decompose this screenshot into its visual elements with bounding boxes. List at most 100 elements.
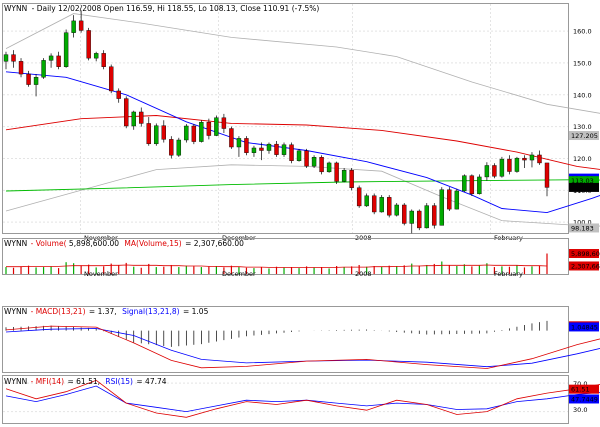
- volume-header-label: - Volume(: [31, 239, 67, 248]
- rsi-tick-70: 70.0: [573, 380, 587, 388]
- ma-fast-line: [5, 71, 600, 214]
- volume-last-label-bg: [569, 249, 599, 259]
- price-tick-label: 160.0: [573, 28, 592, 36]
- price-last-label-bg: [569, 182, 599, 192]
- candle-body: [484, 165, 490, 178]
- price-tick-label: 140.0: [573, 91, 592, 99]
- volume-last-label: 5,898,600: [571, 250, 600, 258]
- volume-ma-line: [6, 264, 548, 268]
- candle-body: [274, 143, 279, 155]
- candle-body: [492, 165, 497, 177]
- candle-body: [326, 162, 332, 173]
- candle-body: [499, 158, 505, 177]
- candle-body: [108, 66, 114, 92]
- candle-body: [191, 125, 197, 142]
- mfi-label: - MFI(14): [31, 377, 65, 386]
- macd-last-label: 1.04845: [571, 323, 598, 331]
- rsi-header-symbol: WYNN: [4, 377, 27, 386]
- macd-header-symbol: WYNN: [4, 307, 27, 316]
- bollinger-lower-line: [5, 164, 600, 227]
- price-tick-label: 130.0: [573, 123, 592, 131]
- candles: [3, 10, 550, 234]
- bollinger-upper-line: [5, 13, 600, 114]
- candle-body: [514, 157, 520, 172]
- candle-body: [454, 190, 460, 210]
- macd-last-labels: 1.371.04845: [569, 321, 599, 332]
- candle-body: [424, 205, 429, 229]
- candle-body: [296, 150, 302, 161]
- price-tick-label: 120.0: [573, 155, 592, 163]
- volume-month-label-2008: 2008: [355, 270, 372, 278]
- rsi-panel-frame: [2, 375, 569, 424]
- candle-body: [477, 176, 482, 195]
- rsi-axis: 70.0 30.0: [573, 380, 587, 414]
- macd-line: [5, 325, 600, 369]
- signal-line: [5, 328, 600, 368]
- rsi-label: RSI(15): [105, 377, 133, 386]
- candle-body: [319, 156, 324, 173]
- candle-body: [341, 170, 347, 182]
- candle-body: [432, 205, 437, 226]
- price-tick-label: 150.0: [573, 59, 592, 67]
- candle-body: [507, 158, 512, 172]
- candle-body: [251, 147, 257, 153]
- signal-value: = 1.05: [183, 307, 209, 316]
- volume-last-label: 2,307,660: [571, 262, 600, 270]
- candle-body: [33, 77, 39, 85]
- candle-body: [161, 125, 166, 140]
- macd-header: WYNN - MACD(13,21) = 1.37, Signal(13,21,…: [4, 307, 209, 316]
- candle-body: [184, 125, 189, 141]
- volume-ma-value: = 2,307,660.00: [185, 239, 244, 248]
- volume-month-label-november: November: [84, 270, 118, 278]
- price-last-label-bg: [569, 131, 599, 141]
- rsi-last-label: 61.51: [571, 386, 590, 394]
- rsi-panel: WYNN - MFI(14) = 61.51, RSI(15) = 47.74 …: [2, 375, 600, 424]
- candle-body: [146, 123, 151, 145]
- candle-body: [469, 175, 475, 195]
- volume-ma-label: MA(Volume,15): [124, 239, 181, 248]
- candle-body: [356, 187, 362, 207]
- price-tick-label: 100.0: [573, 219, 592, 227]
- price-last-label-bg: [569, 176, 599, 186]
- macd-panel: WYNN - MACD(13,21) = 1.37, Signal(13,21,…: [2, 306, 600, 373]
- macd-panel-frame: [2, 306, 569, 373]
- candle-body: [439, 189, 445, 226]
- signal-label: Signal(13,21,8): [122, 307, 180, 316]
- candle-body: [214, 117, 219, 136]
- candle-body: [139, 111, 144, 124]
- header-symbol: WYNN: [4, 4, 27, 13]
- candle-body: [364, 195, 369, 207]
- candle-body: [266, 143, 272, 151]
- rsi-tick-30: 30.0: [573, 406, 587, 414]
- candle-body: [116, 90, 121, 99]
- volume-header-symbol: WYNN: [4, 239, 27, 248]
- candle-body: [48, 55, 54, 61]
- candle-body: [417, 210, 422, 229]
- candle-body: [379, 197, 384, 213]
- mfi-value: = 61.51,: [67, 377, 100, 386]
- candle-body: [349, 170, 354, 188]
- candle-body: [26, 73, 31, 85]
- price-overlays: [5, 13, 600, 227]
- price-last-label: 98.183: [571, 224, 594, 232]
- candle-body: [169, 139, 174, 156]
- candle-body: [199, 121, 204, 142]
- candle-body: [41, 60, 46, 78]
- candle-body: [281, 144, 287, 155]
- candle-body: [206, 121, 212, 136]
- candle-body: [131, 111, 136, 127]
- candle-body: [334, 162, 339, 182]
- candle-body: [154, 125, 159, 145]
- candle-body: [63, 32, 69, 67]
- candle-body: [304, 150, 309, 167]
- candle-body: [409, 210, 414, 224]
- volume-month-label-february: February: [494, 270, 523, 278]
- candle-body: [236, 138, 242, 148]
- volume-header-value: 5,898,600.00: [69, 239, 119, 248]
- candle-body: [289, 144, 294, 161]
- candle-body: [311, 156, 317, 167]
- macd-histogram: [5, 320, 548, 347]
